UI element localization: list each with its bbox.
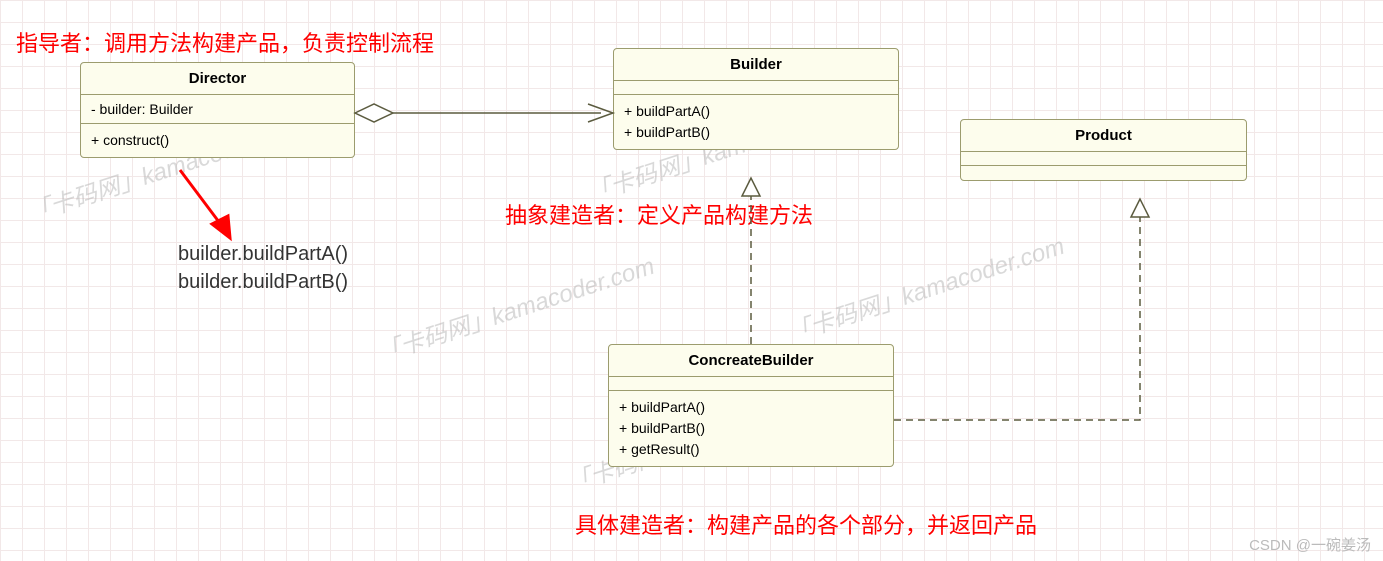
op-line: + buildPartB() [624,122,888,143]
op-line: + buildPartA() [624,101,888,122]
code-snippet: builder.buildPartA() builder.buildPartB(… [178,240,348,296]
class-concrete-builder: ConcreateBuilder + buildPartA() + buildP… [608,344,894,467]
class-attrs [614,81,898,95]
class-ops: + construct() [81,124,354,157]
credit-text: CSDN @一碗姜汤 [1249,534,1371,555]
class-ops: + buildPartA() + buildPartB() [614,95,898,149]
annotation-builder: 抽象建造者：定义产品构建方法 [505,198,813,230]
annotation-director: 指导者：调用方法构建产品，负责控制流程 [16,26,434,58]
annotation-concrete: 具体建造者：构建产品的各个部分，并返回产品 [575,508,1037,540]
code-line: builder.buildPartA() [178,240,348,268]
class-ops: + buildPartA() + buildPartB() + getResul… [609,391,893,466]
class-attrs [609,377,893,391]
class-director: Director - builder: Builder + construct(… [80,62,355,158]
class-product: Product [960,119,1247,181]
class-title: ConcreateBuilder [609,345,893,377]
op-line: + getResult() [619,439,883,460]
class-attrs: - builder: Builder [81,95,354,124]
class-ops [961,166,1246,180]
op-line: + buildPartA() [619,397,883,418]
class-title: Builder [614,49,898,81]
class-builder: Builder + buildPartA() + buildPartB() [613,48,899,150]
op-line: + buildPartB() [619,418,883,439]
class-attrs [961,152,1246,166]
class-title: Director [81,63,354,95]
class-title: Product [961,120,1246,152]
code-line: builder.buildPartB() [178,268,348,296]
